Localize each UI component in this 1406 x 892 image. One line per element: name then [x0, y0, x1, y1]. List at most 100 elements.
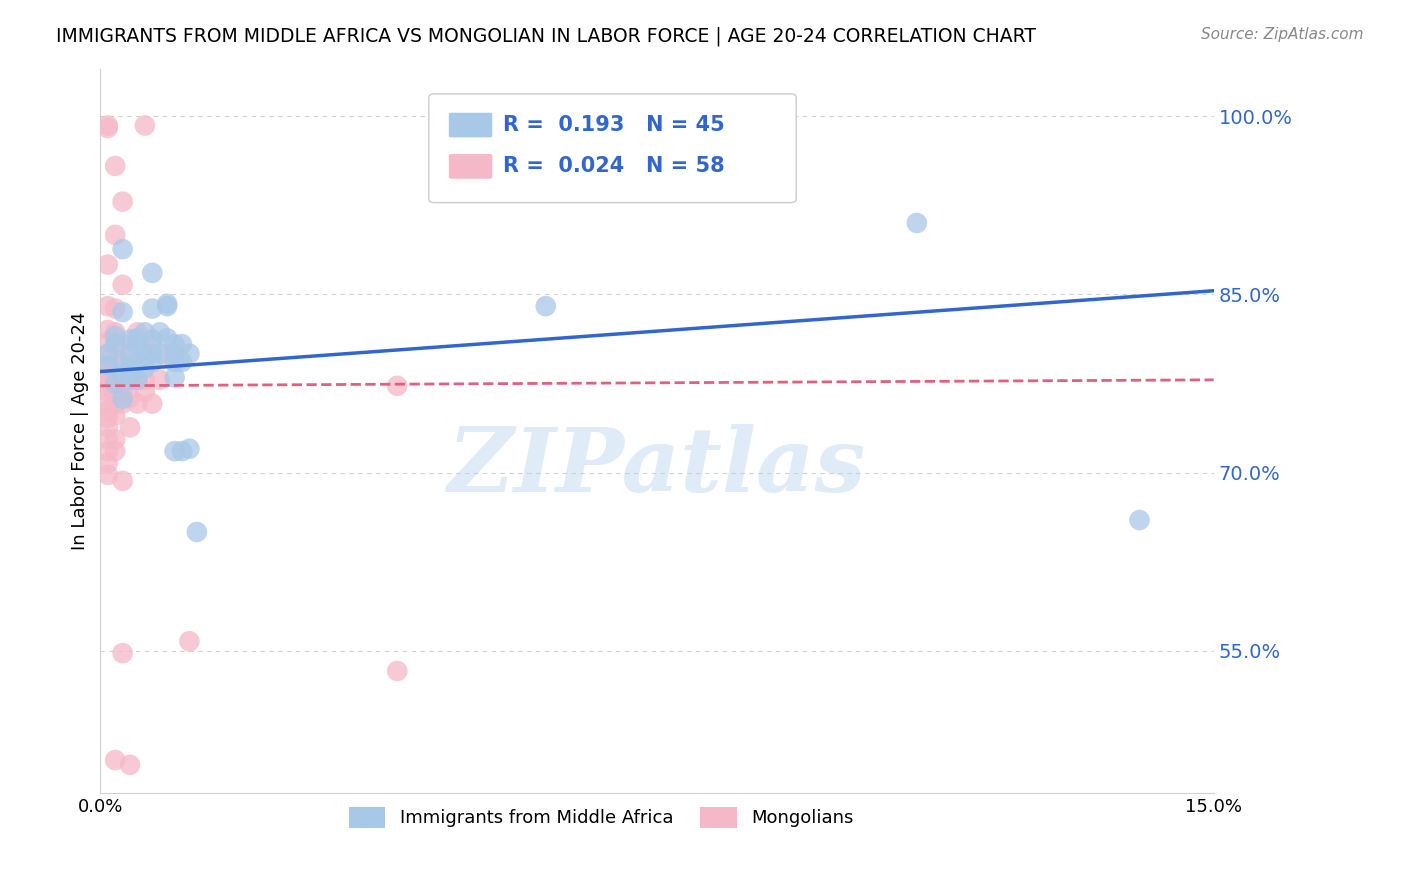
Point	[141, 266, 163, 280]
Point	[111, 396, 134, 410]
Point	[156, 331, 179, 345]
Point	[534, 299, 557, 313]
Point	[97, 347, 120, 361]
Point	[111, 356, 134, 370]
Point	[104, 384, 127, 399]
Point	[104, 329, 127, 343]
Point	[111, 242, 134, 256]
Point	[104, 326, 127, 340]
FancyBboxPatch shape	[449, 112, 492, 137]
Point	[104, 337, 127, 351]
Point	[104, 409, 127, 423]
Text: R =  0.193   N = 45: R = 0.193 N = 45	[503, 115, 725, 135]
Point	[104, 159, 127, 173]
Point	[141, 301, 163, 316]
Point	[134, 349, 156, 363]
Point	[118, 757, 141, 772]
Point	[97, 373, 120, 387]
Point	[118, 361, 141, 376]
Point	[127, 373, 149, 387]
Point	[179, 347, 201, 361]
Point	[104, 753, 127, 767]
Point	[97, 299, 120, 313]
Point	[905, 216, 928, 230]
Text: R =  0.024   N = 58: R = 0.024 N = 58	[503, 156, 725, 177]
Point	[141, 355, 163, 369]
Point	[134, 347, 156, 361]
Text: Source: ZipAtlas.com: Source: ZipAtlas.com	[1201, 27, 1364, 42]
Point	[97, 120, 120, 135]
Point	[163, 370, 186, 384]
Point	[170, 337, 193, 351]
Point	[97, 396, 120, 410]
Point	[127, 355, 149, 369]
Point	[163, 337, 186, 351]
FancyBboxPatch shape	[429, 94, 796, 202]
Point	[141, 396, 163, 410]
Point	[127, 337, 149, 351]
Point	[97, 323, 120, 337]
Text: ZIPatlas: ZIPatlas	[449, 424, 866, 510]
Point	[97, 258, 120, 272]
Point	[127, 396, 149, 410]
Point	[170, 355, 193, 369]
Point	[104, 227, 127, 242]
FancyBboxPatch shape	[449, 154, 492, 178]
Point	[97, 368, 120, 383]
Point	[97, 410, 120, 425]
Point	[104, 373, 127, 387]
Point	[97, 334, 120, 349]
Point	[118, 333, 141, 347]
Text: IMMIGRANTS FROM MIDDLE AFRICA VS MONGOLIAN IN LABOR FORCE | AGE 20-24 CORRELATIO: IMMIGRANTS FROM MIDDLE AFRICA VS MONGOLI…	[56, 27, 1036, 46]
Y-axis label: In Labor Force | Age 20-24: In Labor Force | Age 20-24	[72, 311, 89, 550]
Point	[118, 349, 141, 363]
Point	[111, 474, 134, 488]
Point	[97, 432, 120, 446]
Point	[134, 384, 156, 399]
Point	[163, 444, 186, 458]
Point	[149, 347, 172, 361]
Point	[97, 403, 120, 417]
Point	[111, 277, 134, 292]
Point	[156, 297, 179, 311]
Point	[149, 373, 172, 387]
Point	[97, 456, 120, 470]
Point	[97, 349, 120, 363]
Point	[134, 373, 156, 387]
Point	[111, 305, 134, 319]
Point	[111, 384, 134, 399]
Point	[127, 331, 149, 345]
Point	[163, 355, 186, 369]
Point	[104, 396, 127, 410]
Point	[387, 378, 409, 392]
Point	[111, 194, 134, 209]
Point	[387, 664, 409, 678]
Point	[170, 444, 193, 458]
Point	[111, 392, 134, 406]
Point	[97, 119, 120, 133]
Point	[97, 378, 120, 392]
Point	[149, 326, 172, 340]
Legend: Immigrants from Middle Africa, Mongolians: Immigrants from Middle Africa, Mongolian…	[342, 800, 860, 835]
Point	[118, 373, 141, 387]
Point	[134, 119, 156, 133]
Point	[179, 442, 201, 456]
Point	[118, 391, 141, 405]
Point	[186, 524, 208, 539]
Point	[104, 301, 127, 316]
Point	[104, 432, 127, 446]
Point	[111, 368, 134, 383]
Point	[104, 355, 127, 369]
Point	[134, 361, 156, 376]
Point	[118, 420, 141, 434]
Point	[97, 467, 120, 482]
Point	[97, 384, 120, 399]
Point	[97, 444, 120, 458]
Point	[104, 376, 127, 391]
Point	[141, 333, 163, 347]
Point	[141, 337, 163, 351]
Point	[141, 347, 163, 361]
Point	[179, 634, 201, 648]
Point	[163, 347, 186, 361]
Point	[118, 347, 141, 361]
